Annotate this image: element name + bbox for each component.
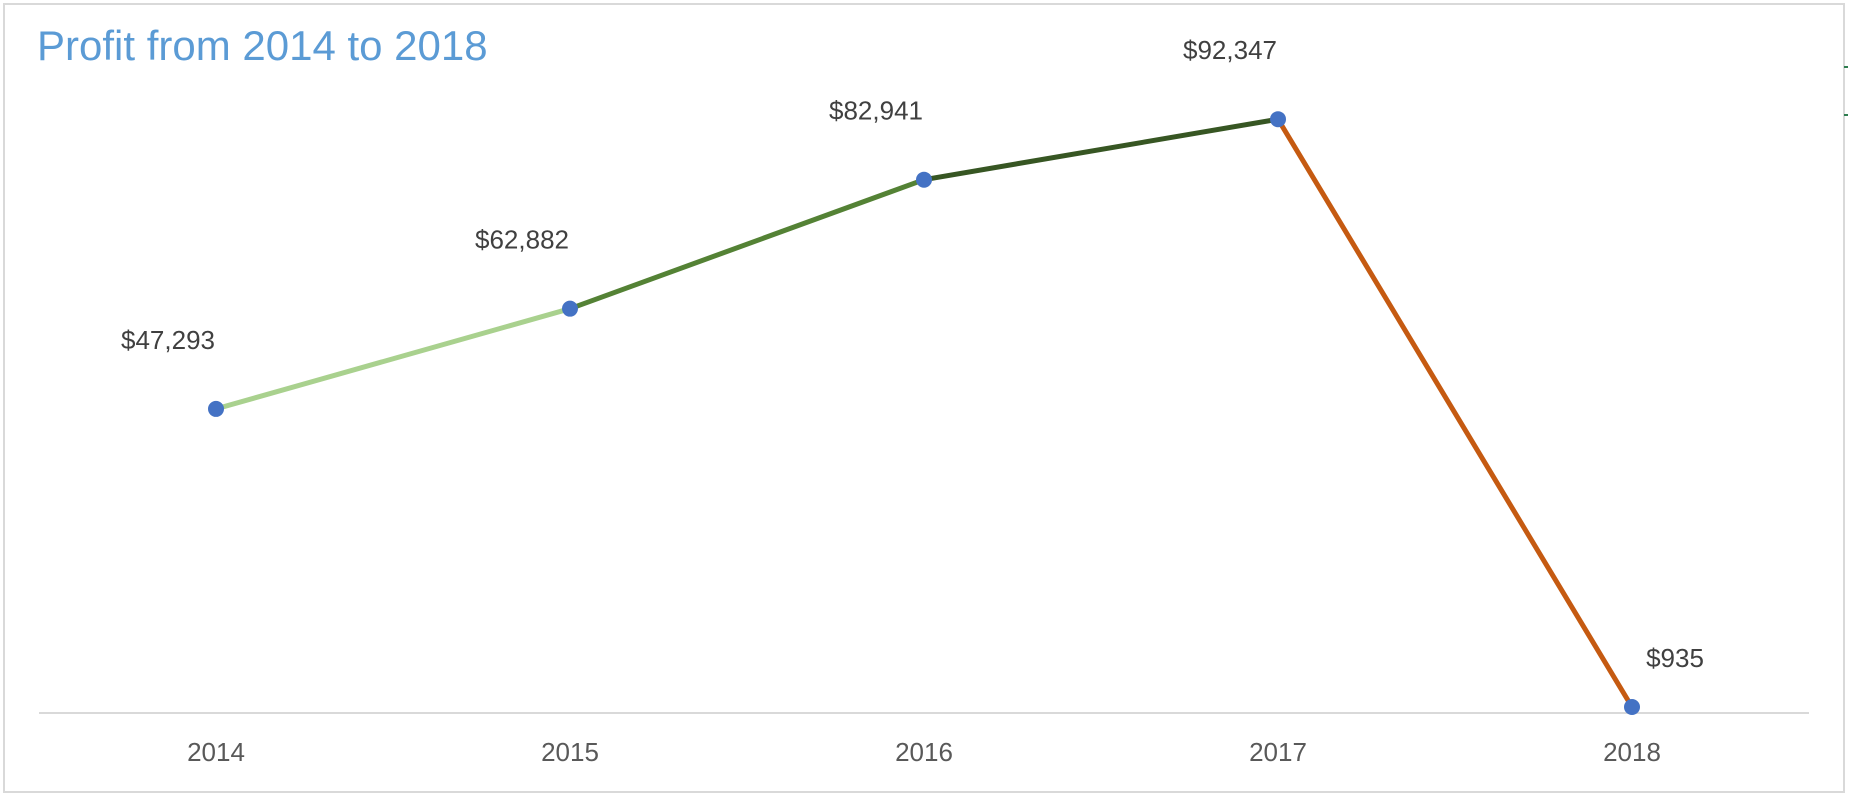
chart-title: Profit from 2014 to 2018 bbox=[37, 22, 488, 69]
data-point-2018 bbox=[1624, 698, 1640, 715]
x-tick-label-2018: 2018 bbox=[1603, 737, 1661, 767]
data-point-2016 bbox=[916, 171, 932, 188]
data-label-2017: $92,347 bbox=[1183, 35, 1277, 65]
line-segment-2014-2015 bbox=[213, 306, 573, 412]
x-tick-label-2017: 2017 bbox=[1249, 737, 1307, 767]
edge-tick-top bbox=[1844, 66, 1848, 68]
line-segment-2017-2018 bbox=[1275, 116, 1635, 710]
chart-area bbox=[3, 3, 1845, 793]
x-tick-label-2015: 2015 bbox=[541, 737, 599, 767]
data-label-2018: $935 bbox=[1646, 643, 1704, 673]
data-labels: $47,293 $62,882 $82,941 $92,347 $935 bbox=[121, 35, 1704, 673]
line-segment-2016-2017 bbox=[921, 116, 1281, 183]
data-point-2014 bbox=[208, 400, 224, 417]
data-label-2014: $47,293 bbox=[121, 325, 215, 355]
edge-tick-bottom bbox=[1844, 114, 1848, 116]
data-point-2017 bbox=[1270, 111, 1286, 128]
x-tick-label-2016: 2016 bbox=[895, 737, 953, 767]
line-segments bbox=[213, 116, 1635, 710]
x-tick-labels: 2014 2015 2016 2017 2018 bbox=[187, 737, 1661, 767]
data-markers bbox=[208, 111, 1640, 715]
data-label-2016: $82,941 bbox=[829, 96, 923, 126]
line-segment-2015-2016 bbox=[567, 177, 927, 312]
x-tick-label-2014: 2014 bbox=[187, 737, 245, 767]
data-label-2015: $62,882 bbox=[475, 225, 569, 255]
data-point-2015 bbox=[562, 300, 578, 317]
